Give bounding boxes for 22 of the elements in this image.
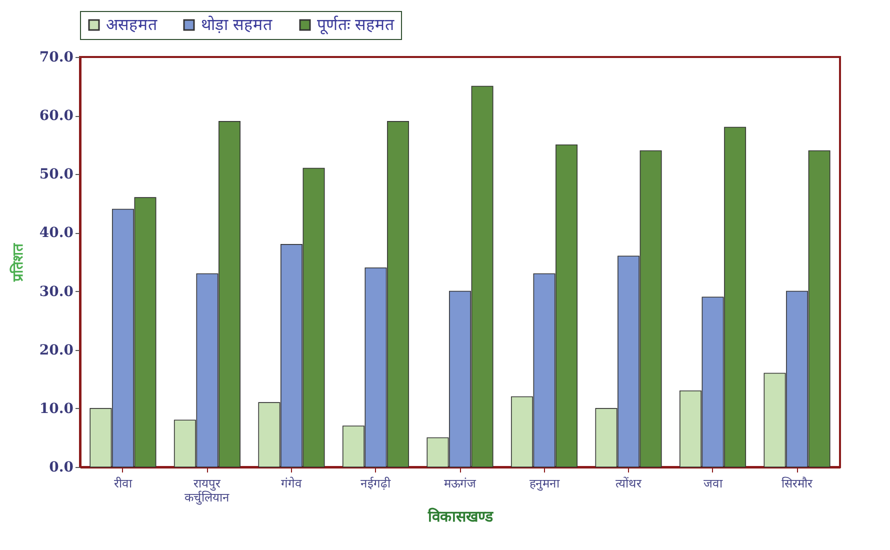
y-tick-label: 20.0 xyxy=(39,342,74,358)
y-tick-label: 40.0 xyxy=(39,225,74,242)
x-tick-label: नईगढ़ी xyxy=(360,476,392,490)
y-tick-label: 60.0 xyxy=(39,108,74,124)
y-tick-label: 0.0 xyxy=(49,460,74,476)
legend-label: असहमत xyxy=(106,15,158,34)
x-tick-label: रीवा xyxy=(114,476,133,490)
x-axis-title: विकासखण्ड xyxy=(427,508,494,526)
y-axis-title: प्रतिशत xyxy=(9,242,26,282)
x-tick-label: सिरमौर xyxy=(782,476,814,490)
legend-label: थोड़ा सहमत xyxy=(201,15,274,34)
y-tick-label: 50.0 xyxy=(39,166,74,183)
x-tick-label: जवा xyxy=(703,476,724,490)
x-tick-label: गंगेव xyxy=(280,476,302,490)
y-tick-label: 70.0 xyxy=(39,50,74,66)
y-tick-label: 30.0 xyxy=(39,284,74,300)
x-tick-label: हनुमना xyxy=(529,476,560,492)
x-tick-label: मऊगंज xyxy=(444,476,477,490)
x-tick-label: रायपुर कर्चुलियान xyxy=(184,476,230,506)
legend-label: पूर्णतः सहमत xyxy=(317,15,396,35)
x-tick-label: त्योंथर xyxy=(616,476,643,490)
y-tick-label: 10.0 xyxy=(39,400,74,417)
